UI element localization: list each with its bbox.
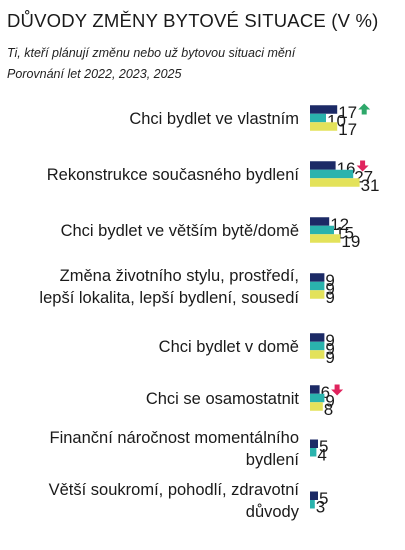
bar (310, 402, 323, 411)
category-label: bydlení (246, 451, 300, 469)
bar (310, 290, 325, 299)
bar (310, 385, 320, 394)
value-label: 9 (325, 288, 334, 307)
value-label: 31 (361, 176, 380, 195)
bar (310, 169, 354, 179)
bar (310, 113, 326, 123)
value-label: 6 (321, 383, 330, 402)
category-label: Změna životního stylu, prostředí, (60, 267, 299, 285)
value-label: 9 (325, 271, 334, 290)
bar (310, 273, 325, 282)
bar (310, 217, 330, 226)
value-label: 4 (317, 446, 326, 465)
chart-title: DŮVODY ZMĚNY BYTOVÉ SITUACE (V %) (7, 10, 379, 31)
bar (310, 234, 341, 243)
bar (310, 491, 318, 500)
category-label: Větší soukromí, pohodlí, zdravotní (49, 481, 300, 499)
chart-subtitle: Ti, kteří plánují změnu nebo už bytovou … (7, 46, 296, 60)
value-label: 5 (319, 437, 328, 456)
trend-down-arrow-icon (331, 384, 344, 396)
category-label: Chci bydlet ve větším bytě/domě (61, 222, 299, 240)
value-label: 17 (338, 103, 357, 122)
category-label: lepší lokalita, lepší bydlení, sousedí (39, 289, 299, 307)
chart-subtitle-years: Porovnání let 2022, 2023, 2025 (7, 67, 182, 81)
category-label: Chci bydlet v domě (159, 338, 299, 356)
bar (310, 122, 338, 131)
bar (310, 105, 338, 114)
bar (310, 281, 325, 291)
value-label: 9 (325, 331, 334, 350)
bar (310, 448, 317, 457)
value-label: 9 (325, 391, 334, 410)
value-label: 19 (341, 232, 360, 251)
trend-up-arrow-icon (358, 103, 371, 115)
value-label: 17 (338, 120, 357, 139)
category-label: důvody (246, 503, 300, 521)
value-label: 9 (325, 279, 334, 298)
bar (310, 393, 325, 403)
bar (310, 439, 318, 448)
value-label: 5 (319, 489, 328, 508)
value-label: 3 (316, 498, 325, 517)
value-label: 9 (325, 339, 334, 358)
bar (310, 333, 325, 342)
value-label: 12 (330, 215, 349, 234)
bar (310, 178, 360, 187)
bar (310, 161, 336, 170)
category-label: Chci bydlet ve vlastním (129, 110, 299, 128)
value-label: 9 (325, 348, 334, 367)
bar (310, 225, 334, 235)
category-label: Rekonstrukce současného bydlení (47, 166, 300, 184)
value-label: 8 (324, 400, 333, 419)
category-label: Chci se osamostatnit (146, 390, 300, 408)
bar (310, 341, 325, 351)
category-label: Finanční náročnost momentálního (50, 429, 299, 447)
bar (310, 350, 325, 359)
bar (310, 500, 315, 509)
trend-down-arrow-icon (356, 160, 369, 172)
